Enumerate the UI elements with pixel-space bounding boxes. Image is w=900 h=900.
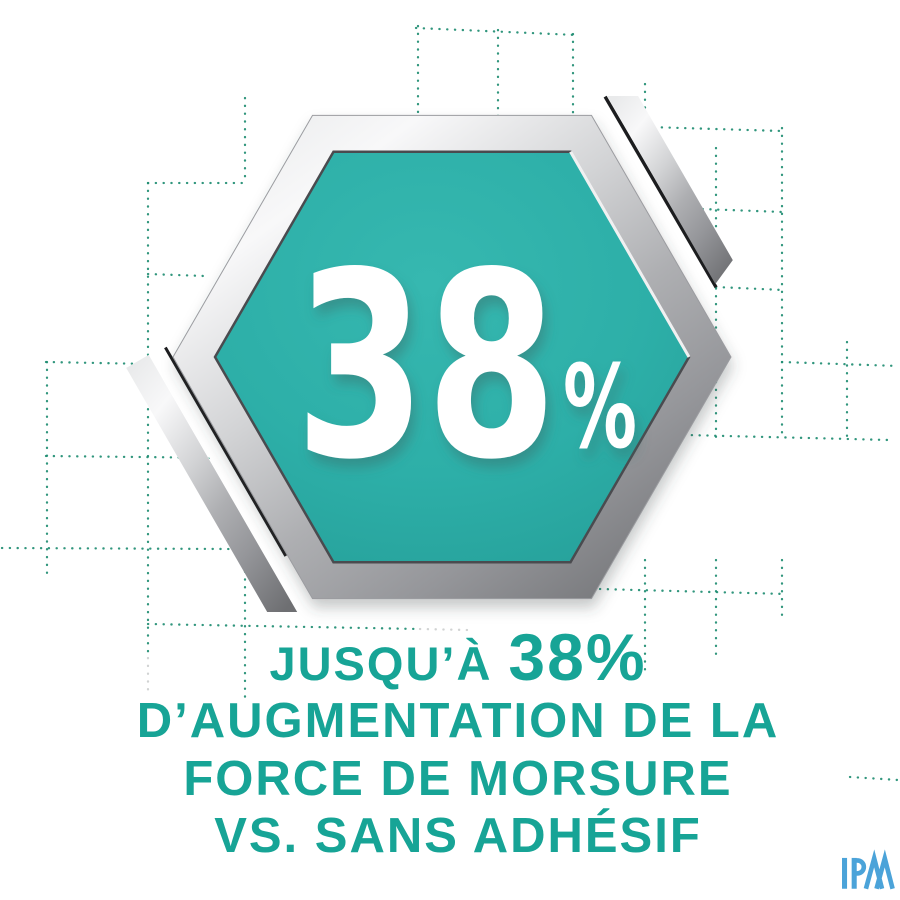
headline-line1-emphasis: 38% [508,620,646,694]
accent-gap-top-right [580,96,716,312]
badge-value: 38 [295,218,557,516]
accent-dark-line-bottom-left [164,346,288,557]
brand-logo-ipm [842,849,895,890]
accent-stripe-bottom-left [126,344,298,612]
grid-line [598,587,788,596]
grid-line [780,360,900,368]
headline-line1-prefix: JUSQU’À [269,637,492,690]
hexagon-badge: 38 % [126,95,733,612]
grid-line-faded [418,627,470,632]
headline-line-2: D’AUGMENTATION DE LA [137,694,779,748]
grid-line [146,272,207,278]
badge-unit: % [563,341,637,475]
headline: JUSQU’À 38% D’AUGMENTATION DE LA FORCE DE… [137,620,779,863]
grid-line [146,622,422,631]
logo-letter-p-bowl [856,858,867,876]
headline-line-4: VS. SANS ADHÉSIF [214,809,702,863]
headline-line-1: JUSQU’À 38% [269,620,646,694]
accent-stripe-top-right [580,95,733,312]
grid-line [44,360,152,366]
grid-line [848,775,900,782]
grid-line [414,26,578,37]
grid-line [714,285,785,292]
hexagon-bevel-highlight [569,151,691,358]
accent-dark-line-top-right [603,95,718,289]
accent-strip-bottom-left [126,354,298,612]
headline-line-3: FORCE DE MORSURE [183,752,732,806]
accent-strip-top-right [607,96,733,284]
accent-gap-bottom-left [148,344,289,557]
logo-letter-m [863,849,895,890]
grid-line [0,546,232,551]
